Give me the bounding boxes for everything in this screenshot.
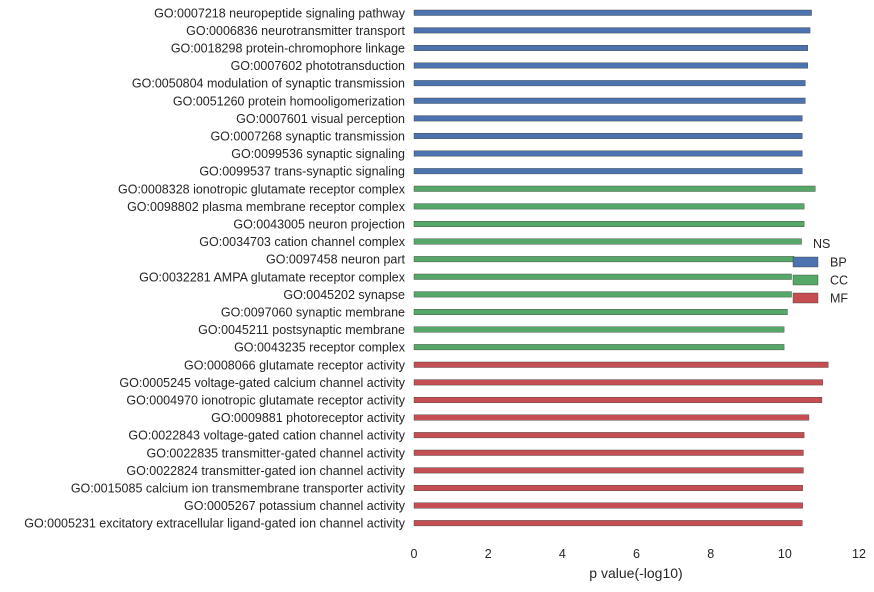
bar-cc-3 — [413, 238, 802, 245]
legend-swatch-cc — [792, 274, 819, 286]
category-label: GO:0099537 trans-synaptic signaling — [199, 165, 405, 179]
bar-bp-2 — [413, 45, 809, 51]
bar-mf-7 — [413, 485, 803, 491]
category-label: GO:0018298 protein-chromophore linkage — [171, 41, 405, 55]
bar-mf-6 — [413, 467, 804, 474]
category-labels: GO:0007218 neuropeptide signaling pathwa… — [24, 6, 406, 530]
bar-bp-5 — [413, 97, 806, 104]
category-label: GO:0043005 neuron projection — [233, 217, 405, 231]
category-label: GO:0043235 receptor complex — [234, 341, 406, 355]
category-label: GO:0045211 postsynaptic membrane — [198, 323, 405, 337]
x-tick-label: 4 — [559, 547, 566, 561]
bar-mf-0 — [413, 361, 829, 368]
legend-label-mf: MF — [830, 292, 848, 306]
category-label: GO:0097458 neuron part — [266, 253, 406, 267]
category-label: GO:0099536 synaptic signaling — [231, 147, 405, 161]
bar-cc-6 — [413, 291, 792, 298]
bar-cc-1 — [413, 203, 805, 210]
x-tick-label: 2 — [485, 547, 492, 561]
bar-bp-0 — [413, 9, 812, 16]
bar-bp-8 — [413, 150, 803, 157]
category-label: GO:0045202 synapse — [283, 288, 405, 302]
bar-cc-2 — [413, 220, 805, 227]
category-label: GO:0098802 plasma membrane receptor comp… — [127, 200, 406, 214]
x-tick-label: 0 — [411, 547, 418, 561]
x-tick-label: 10 — [778, 547, 792, 561]
x-tick-label: 8 — [707, 547, 714, 561]
bar-mf-2 — [413, 397, 823, 403]
bar-mf-1 — [413, 379, 823, 386]
category-label: GO:0005231 excitatory extracellular liga… — [24, 517, 406, 531]
category-label: GO:0008066 glutamate receptor activity — [184, 358, 406, 372]
x-axis-label: p value(-log10) — [589, 565, 682, 581]
category-label: GO:0022835 transmitter-gated channel act… — [147, 446, 406, 460]
category-label: GO:0032281 AMPA glutamate receptor compl… — [139, 270, 406, 284]
legend: NS BP CC MF — [792, 237, 848, 306]
category-label: GO:0050804 modulation of synaptic transm… — [132, 77, 405, 91]
category-label: GO:0022843 voltage-gated cation channel … — [128, 429, 405, 443]
bar-cc-8 — [413, 326, 785, 333]
category-label: GO:0007268 synaptic transmission — [210, 129, 405, 143]
bar-bp-3 — [413, 62, 809, 69]
bar-bp-7 — [413, 132, 803, 139]
legend-label-bp: BP — [830, 256, 847, 270]
legend-title: NS — [813, 237, 830, 251]
category-label: GO:0015085 calcium ion transmembrane tra… — [71, 481, 406, 495]
category-label: GO:0022824 transmitter-gated ion channel… — [126, 464, 405, 478]
bar-mf-4 — [413, 432, 805, 439]
bar-mf-5 — [413, 449, 804, 456]
x-tick-label: 6 — [633, 547, 640, 561]
bars-layer — [413, 9, 829, 527]
category-label: GO:0097060 synaptic membrane — [221, 305, 405, 319]
legend-swatch-mf — [792, 292, 819, 304]
bar-bp-4 — [413, 80, 806, 87]
x-tick-label: 12 — [852, 547, 866, 561]
category-label: GO:0034703 cation channel complex — [199, 235, 405, 249]
legend-swatch-bp — [792, 256, 819, 268]
bar-cc-7 — [413, 309, 788, 315]
bar-cc-5 — [413, 273, 792, 280]
category-label: GO:0008328 ionotropic glutamate receptor… — [118, 182, 406, 196]
bar-cc-0 — [413, 185, 816, 192]
category-label: GO:0006836 neurotransmitter transport — [186, 24, 405, 38]
category-label: GO:0009881 photoreceptor activity — [211, 411, 406, 425]
category-label: GO:0004970 ionotropic glutamate receptor… — [126, 393, 405, 407]
category-label: GO:0005267 potassium channel activity — [184, 499, 406, 513]
bar-mf-8 — [413, 502, 803, 509]
category-label: GO:0007602 phototransduction — [231, 59, 405, 73]
legend-label-cc: CC — [830, 274, 848, 288]
category-label: GO:0007218 neuropeptide signaling pathwa… — [154, 6, 406, 20]
bar-mf-3 — [413, 414, 810, 421]
bar-bp-9 — [413, 168, 803, 175]
bar-bp-6 — [413, 115, 803, 122]
category-label: GO:0051260 protein homooligomerization — [173, 94, 405, 108]
bar-mf-9 — [413, 520, 803, 527]
bar-cc-9 — [413, 344, 785, 351]
x-axis: 0 2 4 6 8 10 12 — [411, 547, 866, 561]
bar-cc-4 — [413, 256, 795, 263]
category-label: GO:0007601 visual perception — [236, 112, 405, 126]
category-label: GO:0005245 voltage-gated calcium channel… — [119, 376, 405, 390]
bar-bp-1 — [413, 27, 811, 34]
